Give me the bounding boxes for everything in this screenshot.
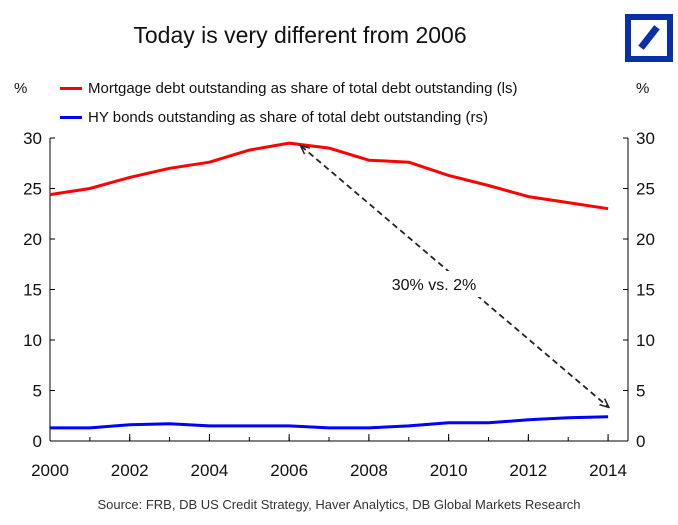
right-y-tick-label: 5	[636, 382, 645, 401]
legend-label-mortgage: Mortgage debt outstanding as share of to…	[88, 80, 518, 97]
legend-swatch-mortgage	[60, 87, 82, 90]
series-line-hy-bonds	[50, 415, 609, 430]
left-y-tick-label: 10	[23, 331, 42, 350]
right-axis-unit: %	[636, 80, 650, 97]
x-tick-label: 2000	[31, 461, 69, 480]
left-y-tick-label: 5	[33, 382, 42, 401]
left-y-tick-label: 25	[23, 180, 42, 199]
annotation-label: 30% vs. 2%	[392, 277, 476, 294]
x-tick-label: 2008	[350, 461, 388, 480]
x-tick-label: 2014	[589, 461, 627, 480]
left-y-tick-label: 30	[23, 129, 42, 148]
chart-title: Today is very different from 2006	[133, 22, 467, 48]
legend-item-mortgage: Mortgage debt outstanding as share of to…	[60, 80, 517, 97]
legend-swatch-hy-bonds	[60, 116, 82, 119]
right-y-tick-label: 15	[636, 281, 655, 300]
right-y-tick-label: 20	[636, 230, 655, 249]
x-tick-label: 2002	[111, 461, 149, 480]
right-y-tick-label: 0	[636, 432, 645, 451]
source-note: Source: FRB, DB US Credit Strategy, Have…	[97, 497, 581, 512]
right-y-tick-label: 10	[636, 331, 655, 350]
right-y-tick-label: 25	[636, 180, 655, 199]
left-y-tick-label: 0	[33, 432, 42, 451]
right-y-tick-label: 30	[636, 129, 655, 148]
left-axis-unit: %	[14, 80, 28, 97]
annotation-label-bg	[380, 271, 488, 297]
x-tick-label: 2004	[191, 461, 229, 480]
deutsche-bank-logo	[625, 14, 673, 62]
x-tick-label: 2010	[430, 461, 468, 480]
left-y-tick-label: 20	[23, 230, 42, 249]
x-tick-label: 2006	[270, 461, 308, 480]
x-tick-label: 2012	[509, 461, 547, 480]
legend-item-hy-bonds: HY bonds outstanding as share of total d…	[60, 109, 488, 126]
left-y-tick-label: 15	[23, 281, 42, 300]
legend-label-hy-bonds: HY bonds outstanding as share of total d…	[88, 109, 488, 126]
series-line-mortgage	[49, 141, 609, 211]
